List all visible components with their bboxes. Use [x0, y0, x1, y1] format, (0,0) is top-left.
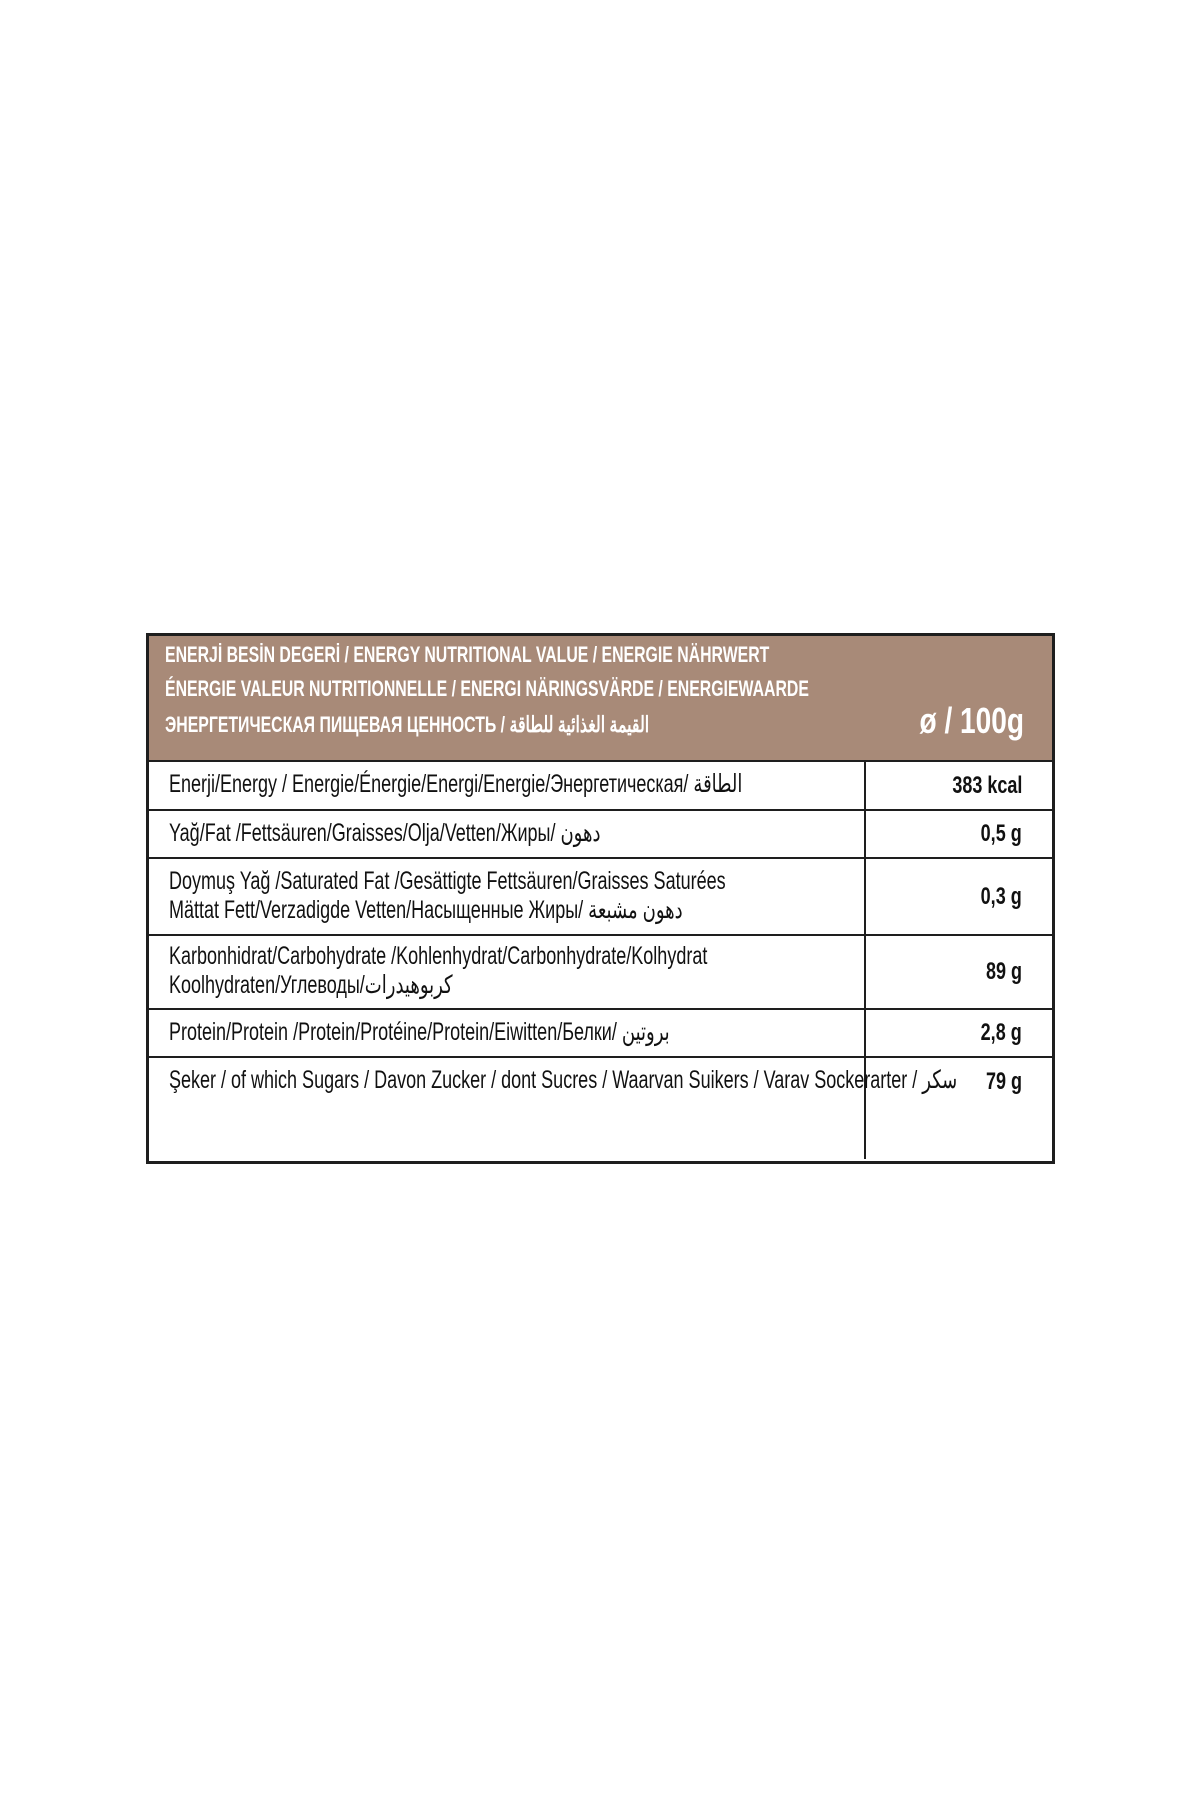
nutrition-table: ENERJİ BESİN DEGERİ / ENERGY NUTRITIONAL…	[146, 633, 1055, 1164]
row-value: 2,8 g	[980, 1019, 1022, 1046]
table-header: ENERJİ BESİN DEGERİ / ENERGY NUTRITIONAL…	[149, 636, 1052, 762]
table-row: Karbonhidrat/Carbohydrate /Kohlenhydrat/…	[149, 936, 1052, 1010]
row-value: 79 g	[985, 1068, 1022, 1095]
row-value: 0,3 g	[980, 882, 1022, 910]
row-label: Doymuş Yağ /Saturated Fat /Gesättigte Fe…	[149, 859, 866, 934]
label-line: Doymuş Yağ /Saturated Fat /Gesättigte Fe…	[169, 866, 726, 895]
label-line: Enerji/Energy / Energie/Énergie/Energi/E…	[169, 770, 743, 798]
label-line: Protein/Protein /Protein/Protéine/Protei…	[169, 1017, 670, 1046]
label-line: Şeker / of which Sugars / Davon Zucker /…	[169, 1066, 958, 1094]
table-row: Enerji/Energy / Energie/Énergie/Energi/E…	[149, 762, 1052, 811]
label-line: Karbonhidrat/Carbohydrate /Kohlenhydrat/…	[169, 942, 708, 970]
label-line: Mättat Fett/Verzadigde Vetten/Насыщенные…	[169, 895, 683, 924]
header-unit: ø / 100g	[919, 700, 1024, 741]
row-label: Yağ/Fat /Fettsäuren/Graisses/Olja/Vetten…	[149, 811, 866, 857]
label-line: Koolhydraten/Углеводы/كربوهيدرات	[169, 971, 453, 999]
row-value: 89 g	[985, 958, 1022, 985]
header-line: ЭНЕРГЕТИЧЕСКАЯ ПИЩЕВАЯ ЦЕННОСТЬ / القيمة…	[165, 712, 650, 737]
table-row: Şeker / of which Sugars / Davon Zucker /…	[149, 1058, 1052, 1159]
row-label: Karbonhidrat/Carbohydrate /Kohlenhydrat/…	[149, 936, 866, 1008]
table-row: Protein/Protein /Protein/Protéine/Protei…	[149, 1010, 1052, 1058]
row-label: Enerji/Energy / Energie/Énergie/Energi/E…	[149, 762, 866, 809]
row-label: Protein/Protein /Protein/Protéine/Protei…	[149, 1010, 866, 1056]
table-row: Doymuş Yağ /Saturated Fat /Gesättigte Fe…	[149, 859, 1052, 936]
header-line: ÉNERGIE VALEUR NUTRITIONNELLE / ENERGI N…	[165, 676, 809, 701]
row-value: 383 kcal	[951, 771, 1022, 799]
header-line: ENERJİ BESİN DEGERİ / ENERGY NUTRITIONAL…	[165, 642, 770, 667]
row-value: 0,5 g	[980, 820, 1022, 847]
table-row: Yağ/Fat /Fettsäuren/Graisses/Olja/Vetten…	[149, 811, 1052, 859]
row-label: Şeker / of which Sugars / Davon Zucker /…	[149, 1058, 958, 1159]
label-line: Yağ/Fat /Fettsäuren/Graisses/Olja/Vetten…	[169, 818, 601, 847]
